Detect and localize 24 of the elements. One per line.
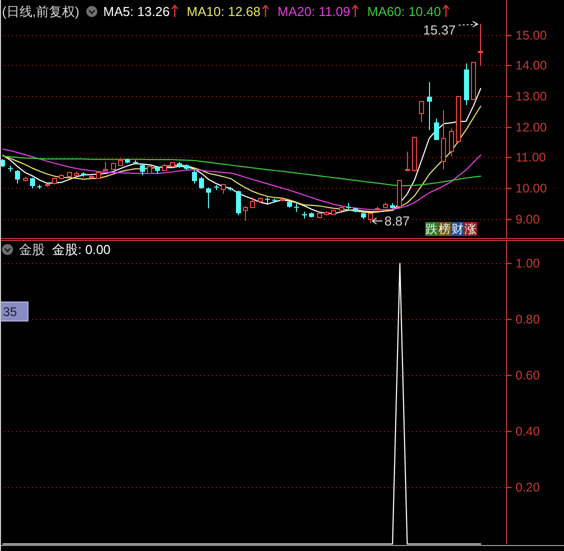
y-tick-label: 15.00 [516,28,547,42]
chart-title: 金股 [19,242,45,257]
y-tick-label: 0.80 [516,312,540,326]
badge: 榜 [438,222,452,236]
badge: 财 [451,222,464,236]
y-tick-label: 9.00 [516,212,540,226]
value-box: 35 [0,302,28,322]
y-tick-label: 11.00 [516,150,546,164]
y-tick-label: 0.20 [516,480,540,494]
y-tick-label: 1.00 [516,256,540,270]
chart-title: (日线,前复权) [2,4,80,19]
badge: 涨 [464,222,478,236]
badge: 跌 [425,222,438,236]
y-tick-label: 10.00 [516,182,547,196]
y-tick-label: 14.00 [516,58,547,72]
y-tick-label: 0.40 [516,424,540,438]
y-tick-label: 13.00 [516,90,547,104]
annotation: 8.87 [384,214,410,229]
annotation: 15.37 [423,22,456,38]
annotation: 35 [3,305,17,319]
header: 金股 金股: 0.00 [2,242,111,257]
header: (日线,前复权) MA5: 13.26 MA10: 12.68 MA20: 11.09 MA60: 10.40 [2,4,450,19]
y-tick-label: 12.00 [516,120,547,134]
y-tick-label: 0.60 [516,368,540,382]
